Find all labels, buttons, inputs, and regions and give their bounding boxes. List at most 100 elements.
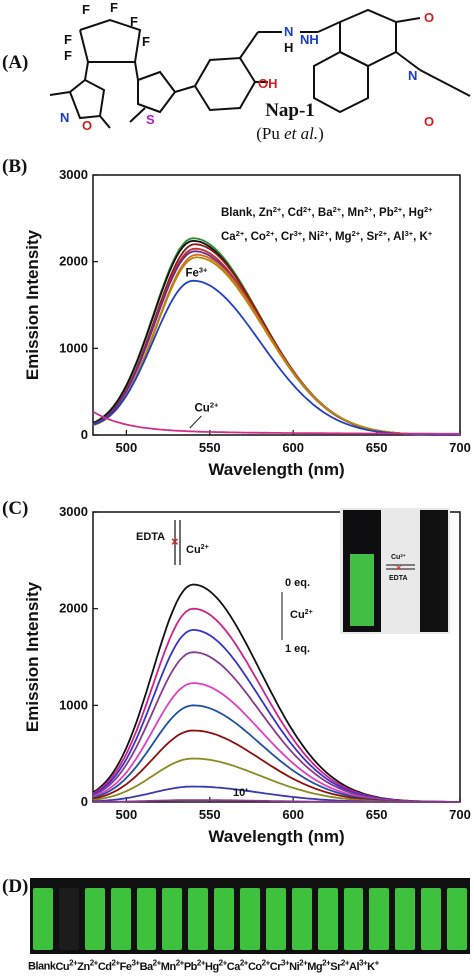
chart-b-legend-line-1-part: 2+ (320, 229, 329, 238)
vial-label-4: Fe3+ (119, 958, 140, 973)
chart-c-inset-vial-dark (420, 510, 448, 632)
chart-c-eq-cu-label: Cu2+ (290, 608, 313, 621)
chart-b-legend-line-0-part: 2+ (273, 205, 282, 214)
atom-f-3: F (130, 14, 138, 29)
chart-b-legend-line-0-part: , Mn (341, 207, 364, 219)
vial-label-charge: + (374, 958, 380, 967)
vial-label-base: Cd (97, 960, 112, 973)
vial-label-base: Blank (28, 960, 56, 973)
vial-label-charge: 2+ (239, 958, 249, 967)
vial-label-base: Ni (289, 960, 300, 973)
atom-oh: OH (258, 76, 278, 91)
chart-b-legend-line-0-part: 2+ (303, 205, 312, 214)
panel-c-label: (C) (2, 498, 29, 519)
chart-b-legend-line-1-part: , Ni (302, 231, 320, 243)
vial-11 (317, 888, 338, 950)
chart-b-legend-line-1-part: , Mg (329, 231, 352, 243)
vial-label-13: Mg2+ (307, 958, 331, 973)
chart-b-x-axis-label: Wavelength (nm) (208, 460, 344, 479)
vial-label-charge: 3+ (359, 958, 368, 967)
vial-10 (291, 888, 312, 950)
vial-4 (136, 888, 157, 950)
vial-label-base: Ba (139, 960, 154, 973)
vial-label-base: Mn (160, 960, 176, 973)
chart-b-legend-line-1-part: 3+ (405, 229, 414, 238)
atom-f-2: F (110, 0, 118, 15)
chart-c-ten-label: 10' (233, 787, 248, 799)
compound-name: Nap-1 (265, 100, 315, 121)
vial-label-16: K+ (367, 958, 380, 973)
vial-6 (188, 888, 209, 950)
chart-b-annotation-1-part: Cu (195, 403, 210, 415)
chart-c-cross-mark: × (171, 534, 179, 549)
chart-b-plot-frame (92, 174, 461, 436)
vial-label-15: Al3+ (349, 958, 368, 973)
vial-label-base: Sr (330, 960, 341, 973)
panel-b-label: (B) (2, 156, 28, 177)
chart-c-xtick-label-600: 600 (282, 807, 304, 822)
chart-b-ytick-label-0: 0 (81, 427, 88, 442)
chart-c-xtick-label-650: 650 (366, 807, 388, 822)
atom-n-isoxazole: N (60, 110, 69, 125)
vial-label-charge: 2+ (152, 958, 162, 967)
atom-n-1: N (284, 24, 293, 39)
chart-c-ytick-label-3000: 3000 (59, 504, 88, 519)
vial-5 (162, 888, 183, 950)
reference: (Pu et al.) (210, 124, 370, 144)
chart-b-legend-line-0-part: , Ba (312, 207, 334, 219)
vial-label-charge: 2+ (299, 958, 308, 967)
chart-b-legend-line-1-part: , K (413, 231, 428, 243)
chart-c-xtick-label-500: 500 (116, 807, 138, 822)
chart-c-eq0-label: 0 eq. (285, 577, 310, 589)
chart-b-legend-line-1-part: , Co (244, 231, 266, 243)
chart-c-cu-label: Cu2+ (186, 543, 209, 556)
chart-b-annotation-0: Fe3+ (185, 265, 208, 280)
vial-12 (343, 888, 364, 950)
chart-b-annotation-1-part: 2+ (210, 400, 219, 409)
chart-c-inset-cross: × (396, 563, 401, 573)
chart-c-inset-cu-label-part: Cu (391, 554, 400, 561)
vial-2 (84, 888, 105, 950)
atom-h: H (284, 40, 293, 55)
vial-label-charge: 3+ (131, 958, 140, 967)
chart-b-legend-line-1-part: 2+ (379, 229, 388, 238)
atom-f-5: F (64, 48, 72, 63)
vial-label-charge: 2+ (322, 958, 331, 967)
atom-f-4: F (64, 32, 72, 47)
vial-photo (30, 878, 470, 954)
chart-b-legend-line-1-part: , Al (387, 231, 404, 243)
vial-13 (369, 888, 390, 950)
vial-14 (395, 888, 416, 950)
vial-label-3: Cd2+ (97, 958, 121, 973)
chart-b-legend-line-1-part: Ca (221, 231, 236, 243)
chart-c-x-axis-label: Wavelength (nm) (208, 827, 344, 846)
vial-label-charge: 2+ (89, 958, 99, 967)
atom-n-imide: N (408, 68, 417, 83)
panel-a: (A) (0, 0, 474, 150)
chart-c-cu-label-part: 2+ (201, 543, 209, 551)
chart-c-eq-cu-label-part: 2+ (305, 608, 313, 616)
chart-c-xtick-label-550: 550 (199, 807, 221, 822)
vial-label-base: Cr (269, 960, 282, 973)
panel-d: (D) BlankCu2+Zn2+Cd2+Fe3+Ba2+Mn2+Pb2+Hg2… (0, 870, 474, 976)
chart-b-legend-line-1-part: 2+ (352, 229, 361, 238)
chart-b-legend-line-0-part: 2+ (394, 205, 403, 214)
chart-b: 500 550 600 650 700 0 1000 2000 3000 Wavelength (… (23, 167, 471, 479)
panel-a-label: (A) (2, 52, 29, 73)
vial-label-base: Mg (307, 960, 323, 973)
chart-b-legend-line-1-part: , Sr (360, 231, 379, 243)
vial-label-base: Fe (119, 960, 132, 973)
vial-label-6: Mn2+ (160, 958, 185, 973)
chart-c-edta-label: EDTA (136, 531, 165, 543)
reference-italic: et al. (284, 124, 319, 143)
vial-label-charge: 2+ (261, 958, 271, 967)
chart-b-series-7 (92, 279, 460, 436)
chart-b-legend-line-0-part: Blank, Zn (221, 207, 273, 219)
vial-label-charge: 2+ (111, 958, 121, 967)
chart-b-legend-line-0-part: 2+ (333, 205, 342, 214)
chart-c-y-axis-label: Emission Intensity (23, 581, 42, 732)
vial-label-10: Co2+ (248, 958, 271, 973)
atom-o-isoxazole: O (82, 118, 92, 133)
chart-b-legend-line-0: Blank, Zn2+, Cd2+, Ba2+, Mn2+, Pb2+, Hg2… (221, 205, 433, 220)
chart-b-xtick-label-700: 700 (449, 440, 471, 455)
